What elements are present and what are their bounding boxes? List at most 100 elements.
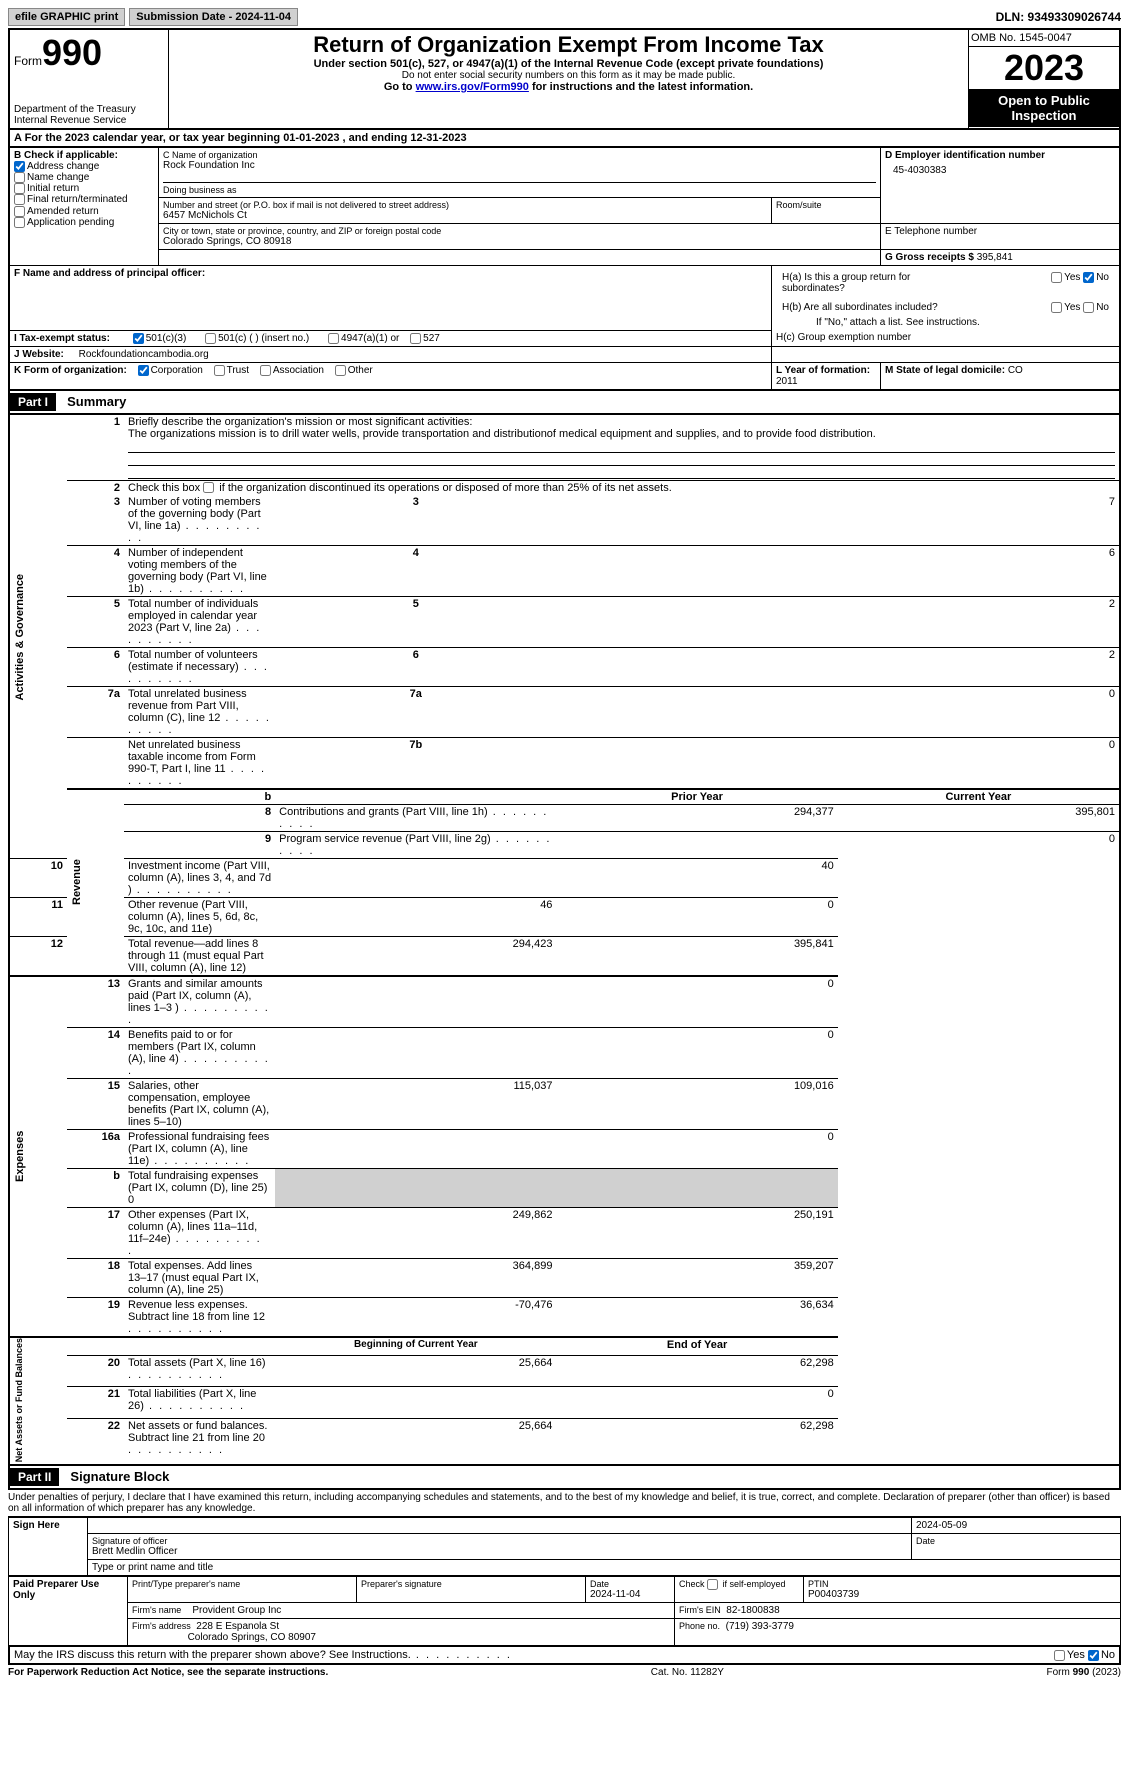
self-emp-checkbox[interactable] — [707, 1579, 718, 1590]
type-name-label: Type or print name and title — [88, 1559, 1121, 1575]
v4: 6 — [556, 545, 1119, 596]
final-return-checkbox[interactable] — [14, 194, 25, 205]
form-org-label: K Form of organization: — [14, 365, 127, 376]
discuss-text: May the IRS discuss this return with the… — [14, 1649, 512, 1661]
v6: 2 — [556, 647, 1119, 686]
c14: 0 — [556, 1027, 837, 1078]
c8: 395,801 — [838, 804, 1119, 831]
firm-name: Provident Group Inc — [192, 1605, 281, 1616]
firm-ein: 82-1800838 — [726, 1605, 779, 1616]
p8: 294,377 — [556, 804, 837, 831]
city-label: City or town, state or province, country… — [163, 226, 876, 236]
tax-status-label: I Tax-exempt status: — [14, 333, 110, 344]
sig-officer-label: Signature of officer — [92, 1536, 907, 1546]
l11-text: Other revenue (Part VIII, column (A), li… — [128, 899, 258, 935]
ein-value: 45-4030383 — [885, 161, 1115, 176]
l5-text: Total number of individuals employed in … — [128, 598, 261, 646]
dba-label: Doing business as — [163, 182, 876, 195]
501c3-label: 501(c)(3) — [146, 333, 187, 344]
prior-year-header: Prior Year — [556, 789, 837, 805]
discuss-yes-checkbox[interactable] — [1054, 1650, 1065, 1661]
l6-text: Total number of volunteers (estimate if … — [128, 649, 269, 685]
l16b-text: Total fundraising expenses (Part IX, col… — [128, 1170, 267, 1206]
hb-no-checkbox[interactable] — [1083, 302, 1094, 313]
firm-ein-label: Firm's EIN — [679, 1605, 721, 1615]
l2-checkbox[interactable] — [203, 482, 214, 493]
form-footer: Form 990 (2023) — [1047, 1667, 1121, 1678]
initial-return-checkbox[interactable] — [14, 183, 25, 194]
domicile-label: M State of legal domicile: — [885, 365, 1005, 376]
other-checkbox[interactable] — [335, 365, 346, 376]
preparer-table: Paid Preparer Use Only Print/Type prepar… — [8, 1576, 1121, 1646]
phone-label: E Telephone number — [885, 226, 1115, 237]
l19-text: Revenue less expenses. Subtract line 18 … — [128, 1299, 265, 1335]
l17-text: Other expenses (Part IX, column (A), lin… — [128, 1209, 262, 1257]
ein-label: D Employer identification number — [885, 150, 1115, 161]
prep-date-value: 2024-11-04 — [590, 1589, 670, 1600]
c15: 109,016 — [556, 1078, 837, 1129]
p10 — [275, 858, 556, 897]
name-change-checkbox[interactable] — [14, 172, 25, 183]
assoc-checkbox[interactable] — [260, 365, 271, 376]
ha-no-label: No — [1096, 272, 1109, 283]
l16a-text: Professional fundraising fees (Part IX, … — [128, 1131, 269, 1167]
ha-no-checkbox[interactable] — [1083, 272, 1094, 283]
hb-yes-checkbox[interactable] — [1051, 302, 1062, 313]
part2-title: Signature Block — [62, 1469, 169, 1484]
form-header-table: Form990 Department of the Treasury Inter… — [8, 28, 1121, 130]
room-label: Room/suite — [776, 200, 876, 210]
l7b-text: Net unrelated business taxable income fr… — [128, 739, 266, 787]
address-change-checkbox[interactable] — [14, 161, 25, 172]
app-pending-checkbox[interactable] — [14, 217, 25, 228]
gross-receipts-value: 395,841 — [977, 252, 1013, 263]
p22: 25,664 — [275, 1419, 556, 1464]
formation-value: 2011 — [776, 376, 798, 387]
corp-checkbox[interactable] — [138, 365, 149, 376]
c18: 359,207 — [556, 1258, 837, 1297]
ha-yes-label: Yes — [1064, 272, 1080, 283]
l18-text: Total expenses. Add lines 13–17 (must eq… — [128, 1260, 259, 1296]
l12-text: Total revenue—add lines 8 through 11 (mu… — [128, 938, 264, 974]
501c3-checkbox[interactable] — [133, 333, 144, 344]
hb-note: If "No," attach a list. See instructions… — [776, 317, 1115, 328]
tax-year: 2023 — [1004, 47, 1084, 88]
assoc-label: Association — [273, 365, 324, 376]
street-label: Number and street (or P.O. box if mail i… — [163, 200, 767, 210]
vert-activities: Activities & Governance — [10, 415, 67, 859]
l21-text: Total liabilities (Part X, line 26) — [128, 1388, 256, 1412]
trust-checkbox[interactable] — [214, 365, 225, 376]
501c-checkbox[interactable] — [205, 333, 216, 344]
v7b: 0 — [556, 737, 1119, 789]
4947-checkbox[interactable] — [328, 333, 339, 344]
sign-here-label: Sign Here — [9, 1517, 88, 1576]
dln-number: DLN: 93493309026744 — [996, 10, 1121, 24]
goto-prefix: Go to — [384, 81, 416, 93]
amended-return-checkbox[interactable] — [14, 206, 25, 217]
501c-label: 501(c) ( ) (insert no.) — [218, 333, 309, 344]
4947-label: 4947(a)(1) or — [341, 333, 399, 344]
subtitle-3: Go to www.irs.gov/Form990 for instructio… — [173, 81, 964, 93]
irs-link[interactable]: www.irs.gov/Form990 — [416, 81, 529, 93]
l1-text: The organizations mission is to drill wa… — [128, 428, 876, 440]
l9-text: Program service revenue (Part VIII, line… — [279, 833, 551, 857]
c13: 0 — [556, 976, 837, 1028]
firm-name-label: Firm's name — [132, 1605, 181, 1615]
ha-yes-checkbox[interactable] — [1051, 272, 1062, 283]
city-value: Colorado Springs, CO 80918 — [163, 236, 876, 247]
app-pending-label: Application pending — [27, 217, 114, 228]
summary-table: Activities & Governance 1 Briefly descri… — [10, 415, 1119, 1464]
l10-text: Investment income (Part VIII, column (A)… — [128, 860, 271, 896]
firm-phone: (719) 393-3779 — [726, 1621, 794, 1632]
efile-button[interactable]: efile GRAPHIC print — [8, 8, 125, 26]
c19: 36,634 — [556, 1297, 837, 1337]
website-label: J Website: — [14, 349, 64, 360]
form-word: Form — [14, 54, 42, 68]
vert-revenue: Revenue — [67, 789, 124, 976]
firm-addr-label: Firm's address — [132, 1621, 191, 1631]
l4-text: Number of independent voting members of … — [128, 547, 267, 595]
527-checkbox[interactable] — [410, 333, 421, 344]
discuss-no-checkbox[interactable] — [1088, 1650, 1099, 1661]
vert-expenses: Expenses — [10, 976, 67, 1337]
sign-date: 2024-05-09 — [912, 1517, 1121, 1534]
current-year-header: Current Year — [838, 789, 1119, 805]
